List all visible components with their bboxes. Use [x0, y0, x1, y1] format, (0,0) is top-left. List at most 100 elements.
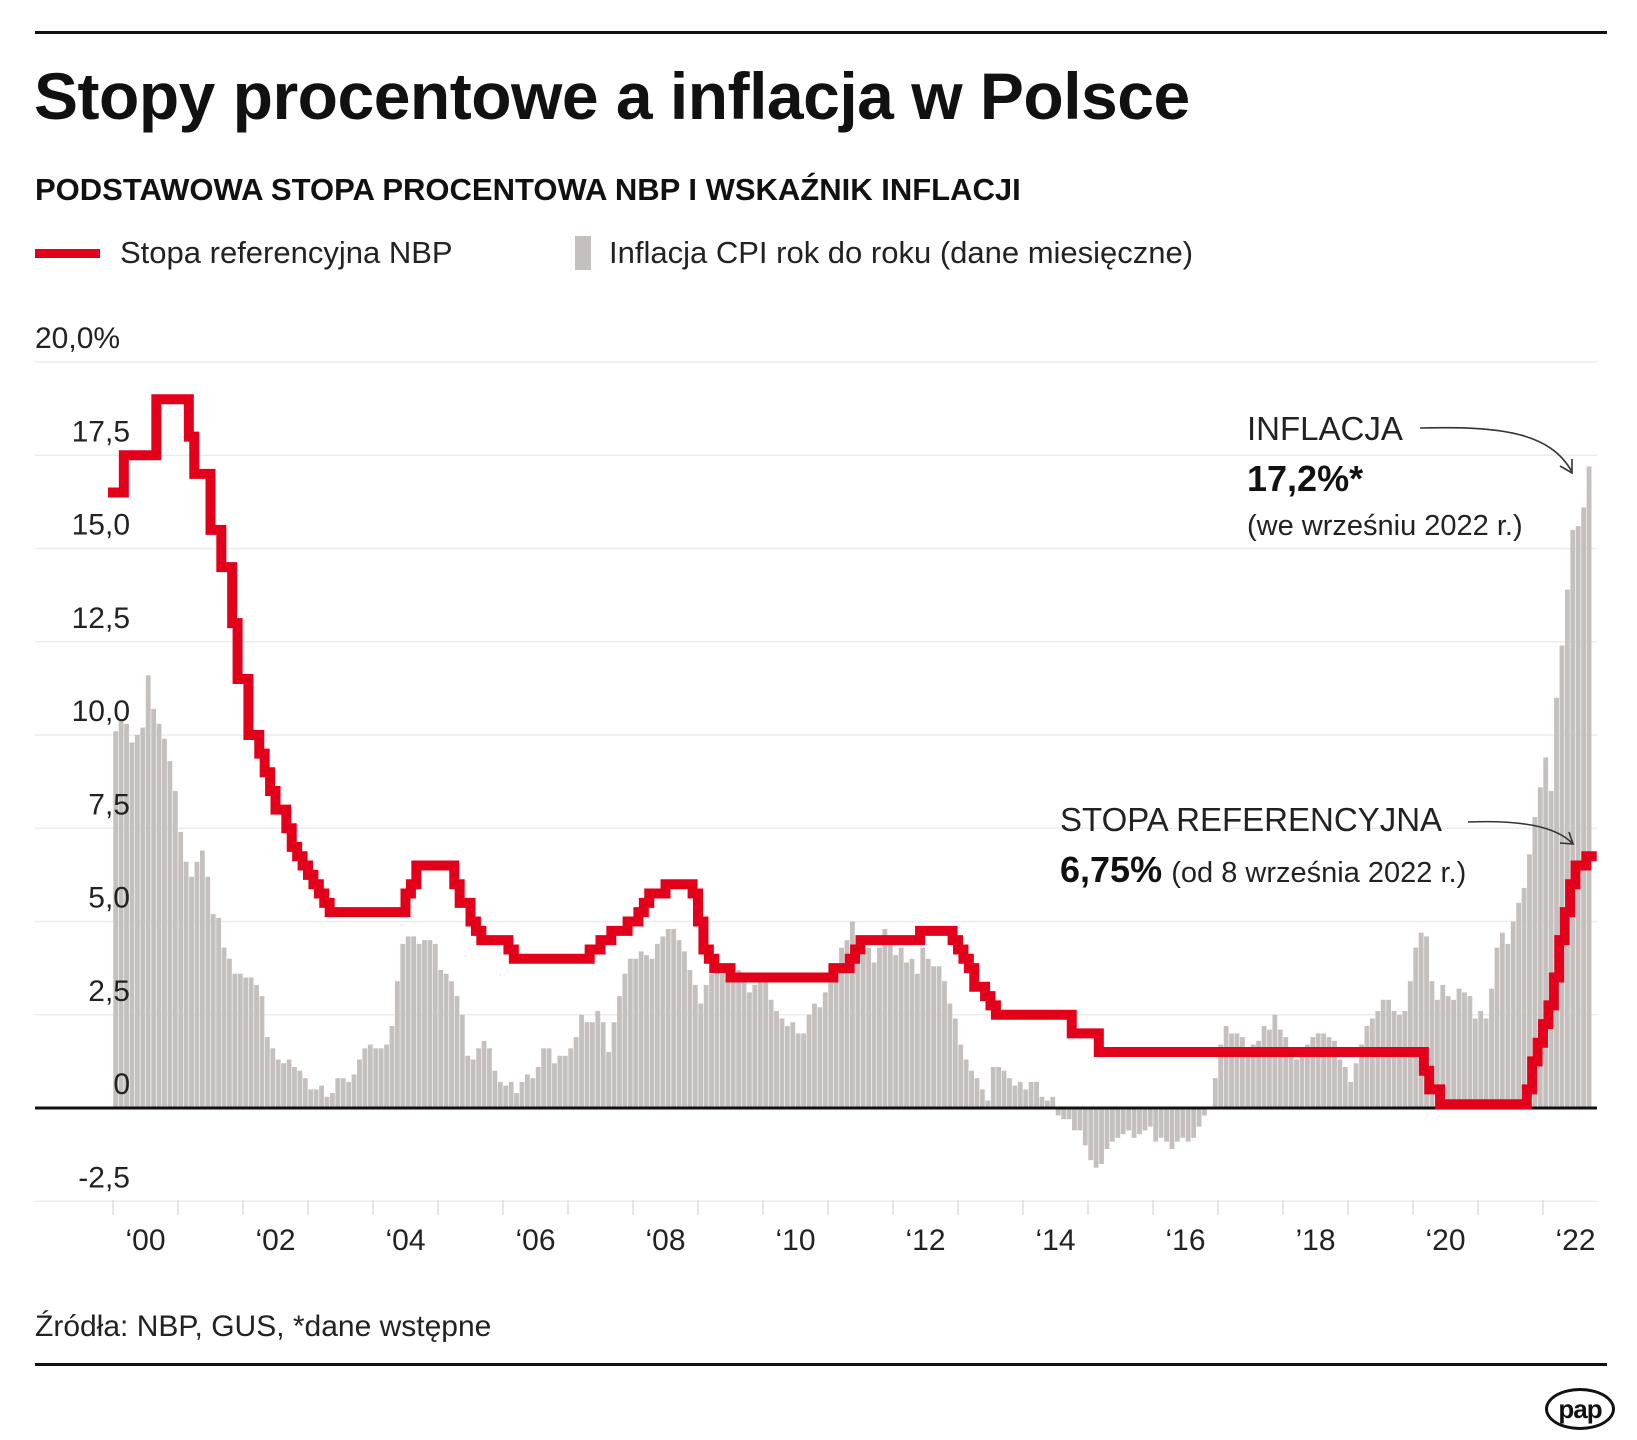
inflation-bar [172, 790, 178, 1108]
inflation-bar [270, 1048, 276, 1108]
rate-annotation-value: 6,75% [1060, 848, 1163, 890]
inflation-bar [487, 1048, 492, 1108]
inflation-bar [1088, 1108, 1094, 1161]
inflation-bar [1267, 1029, 1272, 1108]
inflation-bar [920, 947, 926, 1108]
inflation-bar [844, 940, 850, 1108]
inflation-bar [692, 984, 698, 1108]
inflation-bar [1418, 932, 1424, 1108]
inflation-bar [129, 742, 135, 1108]
inflation-bar [682, 951, 687, 1108]
y-tick-label: 10,0 [72, 695, 130, 728]
inflation-bar [1099, 1108, 1104, 1164]
inflation-bar [1115, 1108, 1121, 1138]
x-tick-label: ‘12 [905, 1224, 945, 1257]
inflation-bar [216, 917, 222, 1108]
inflation-bar [936, 966, 942, 1108]
inflation-bar [1543, 757, 1549, 1108]
inflation-bar [1337, 1059, 1343, 1108]
inflation-bar [183, 861, 189, 1108]
inflation-bar [703, 984, 709, 1108]
inflation-bar [1299, 1048, 1305, 1108]
inflation-bar [969, 1070, 974, 1108]
x-tick-label: ‘04 [385, 1224, 425, 1257]
inflation-bar [947, 1003, 953, 1108]
y-tick-label: -2,5 [78, 1161, 130, 1194]
inflation-bar [1191, 1108, 1197, 1138]
inflation-bar [221, 947, 227, 1108]
inflation-bar [243, 977, 249, 1108]
inflation-bar [855, 951, 861, 1108]
inflation-bar [1527, 854, 1532, 1108]
inflation-bar [931, 966, 937, 1108]
inflation-bar [416, 943, 422, 1108]
inflation-bar [752, 984, 758, 1108]
inflation-bar [411, 936, 417, 1108]
inflation-bar [156, 723, 162, 1108]
inflation-bar [140, 727, 146, 1108]
inflation-bar [1180, 1108, 1186, 1138]
inflation-bar [1570, 529, 1576, 1108]
inflation-bar [833, 973, 839, 1108]
inflation-bar [297, 1070, 303, 1108]
inflation-bar [308, 1089, 314, 1108]
inflation-bar [1072, 1108, 1077, 1131]
inflation-bar [1109, 1108, 1115, 1142]
inflation-bar [627, 958, 633, 1108]
inflation-bar [162, 738, 167, 1108]
inflation-bar [1212, 1078, 1218, 1108]
inflation-bar [167, 761, 173, 1108]
inflation-bar [1120, 1108, 1126, 1135]
x-tick-label: ‘22 [1555, 1224, 1595, 1257]
inflation-bar [1342, 1066, 1348, 1108]
inflation-bar [1521, 887, 1527, 1108]
inflation-bar [400, 943, 406, 1108]
inflation-bar [449, 981, 454, 1108]
inflation-bar [1272, 1014, 1278, 1108]
inflation-bar [1397, 1014, 1402, 1108]
inflation-bar [514, 1093, 519, 1108]
inflation-bar [1462, 992, 1467, 1108]
inflation-bar [1039, 1096, 1045, 1108]
inflation-bar [579, 1014, 584, 1108]
inflation-bar [362, 1048, 368, 1108]
inflation-bar [768, 999, 774, 1108]
inflation-annotation-value: 17,2%* [1247, 457, 1364, 499]
y-tick-label: 2,5 [88, 975, 130, 1008]
inflation-bar [476, 1048, 482, 1108]
inflation-bar [1564, 589, 1570, 1108]
inflation-bar [606, 1052, 612, 1108]
inflation-bar [725, 977, 731, 1108]
inflation-bar [351, 1074, 357, 1108]
inflation-bar [546, 1048, 552, 1108]
inflation-bar [1456, 988, 1462, 1108]
inflation-bar [1586, 466, 1592, 1108]
inflation-bar [1310, 1037, 1316, 1108]
inflation-bar [882, 928, 888, 1108]
inflation-bar [292, 1066, 297, 1108]
inflation-bar [1017, 1081, 1023, 1108]
inflation-bar [1467, 996, 1473, 1108]
inflation-bar [378, 1048, 384, 1108]
inflation-bar [422, 940, 427, 1108]
inflation-bar [617, 996, 622, 1108]
inflation-bar [210, 914, 216, 1108]
inflation-bar [1532, 817, 1538, 1108]
inflation-bar [335, 1078, 341, 1108]
inflation-bar [1218, 1044, 1224, 1108]
bottom-rule [35, 1363, 1607, 1366]
inflation-bar [530, 1078, 536, 1108]
inflation-bar [996, 1066, 1002, 1108]
inflation-bar [1315, 1033, 1321, 1108]
inflation-bar [1581, 507, 1587, 1109]
inflation-bar [611, 1022, 617, 1108]
inflation-bar [286, 1059, 292, 1108]
inflation-bar [1066, 1108, 1072, 1120]
inflation-bar [1375, 1011, 1381, 1108]
inflation-bar [524, 1074, 530, 1108]
inflation-bar [1174, 1108, 1180, 1142]
inflation-bar [319, 1085, 324, 1108]
inflation-bar [974, 1078, 980, 1108]
inflation-bar [1044, 1100, 1050, 1108]
inflation-bar [199, 850, 205, 1108]
